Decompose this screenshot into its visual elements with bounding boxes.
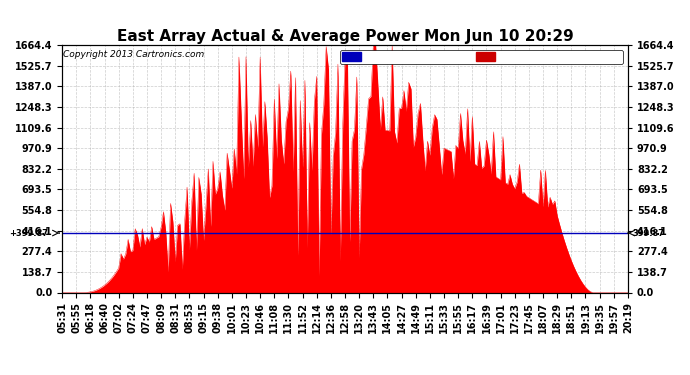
Text: +399.87: +399.87 — [10, 228, 48, 237]
Text: Copyright 2013 Cartronics.com: Copyright 2013 Cartronics.com — [63, 50, 204, 59]
Text: 399.87: 399.87 — [632, 228, 664, 237]
Legend: Average  (DC Watts), East Array  (DC Watts): Average (DC Watts), East Array (DC Watts… — [340, 50, 623, 64]
Title: East Array Actual & Average Power Mon Jun 10 20:29: East Array Actual & Average Power Mon Ju… — [117, 29, 573, 44]
